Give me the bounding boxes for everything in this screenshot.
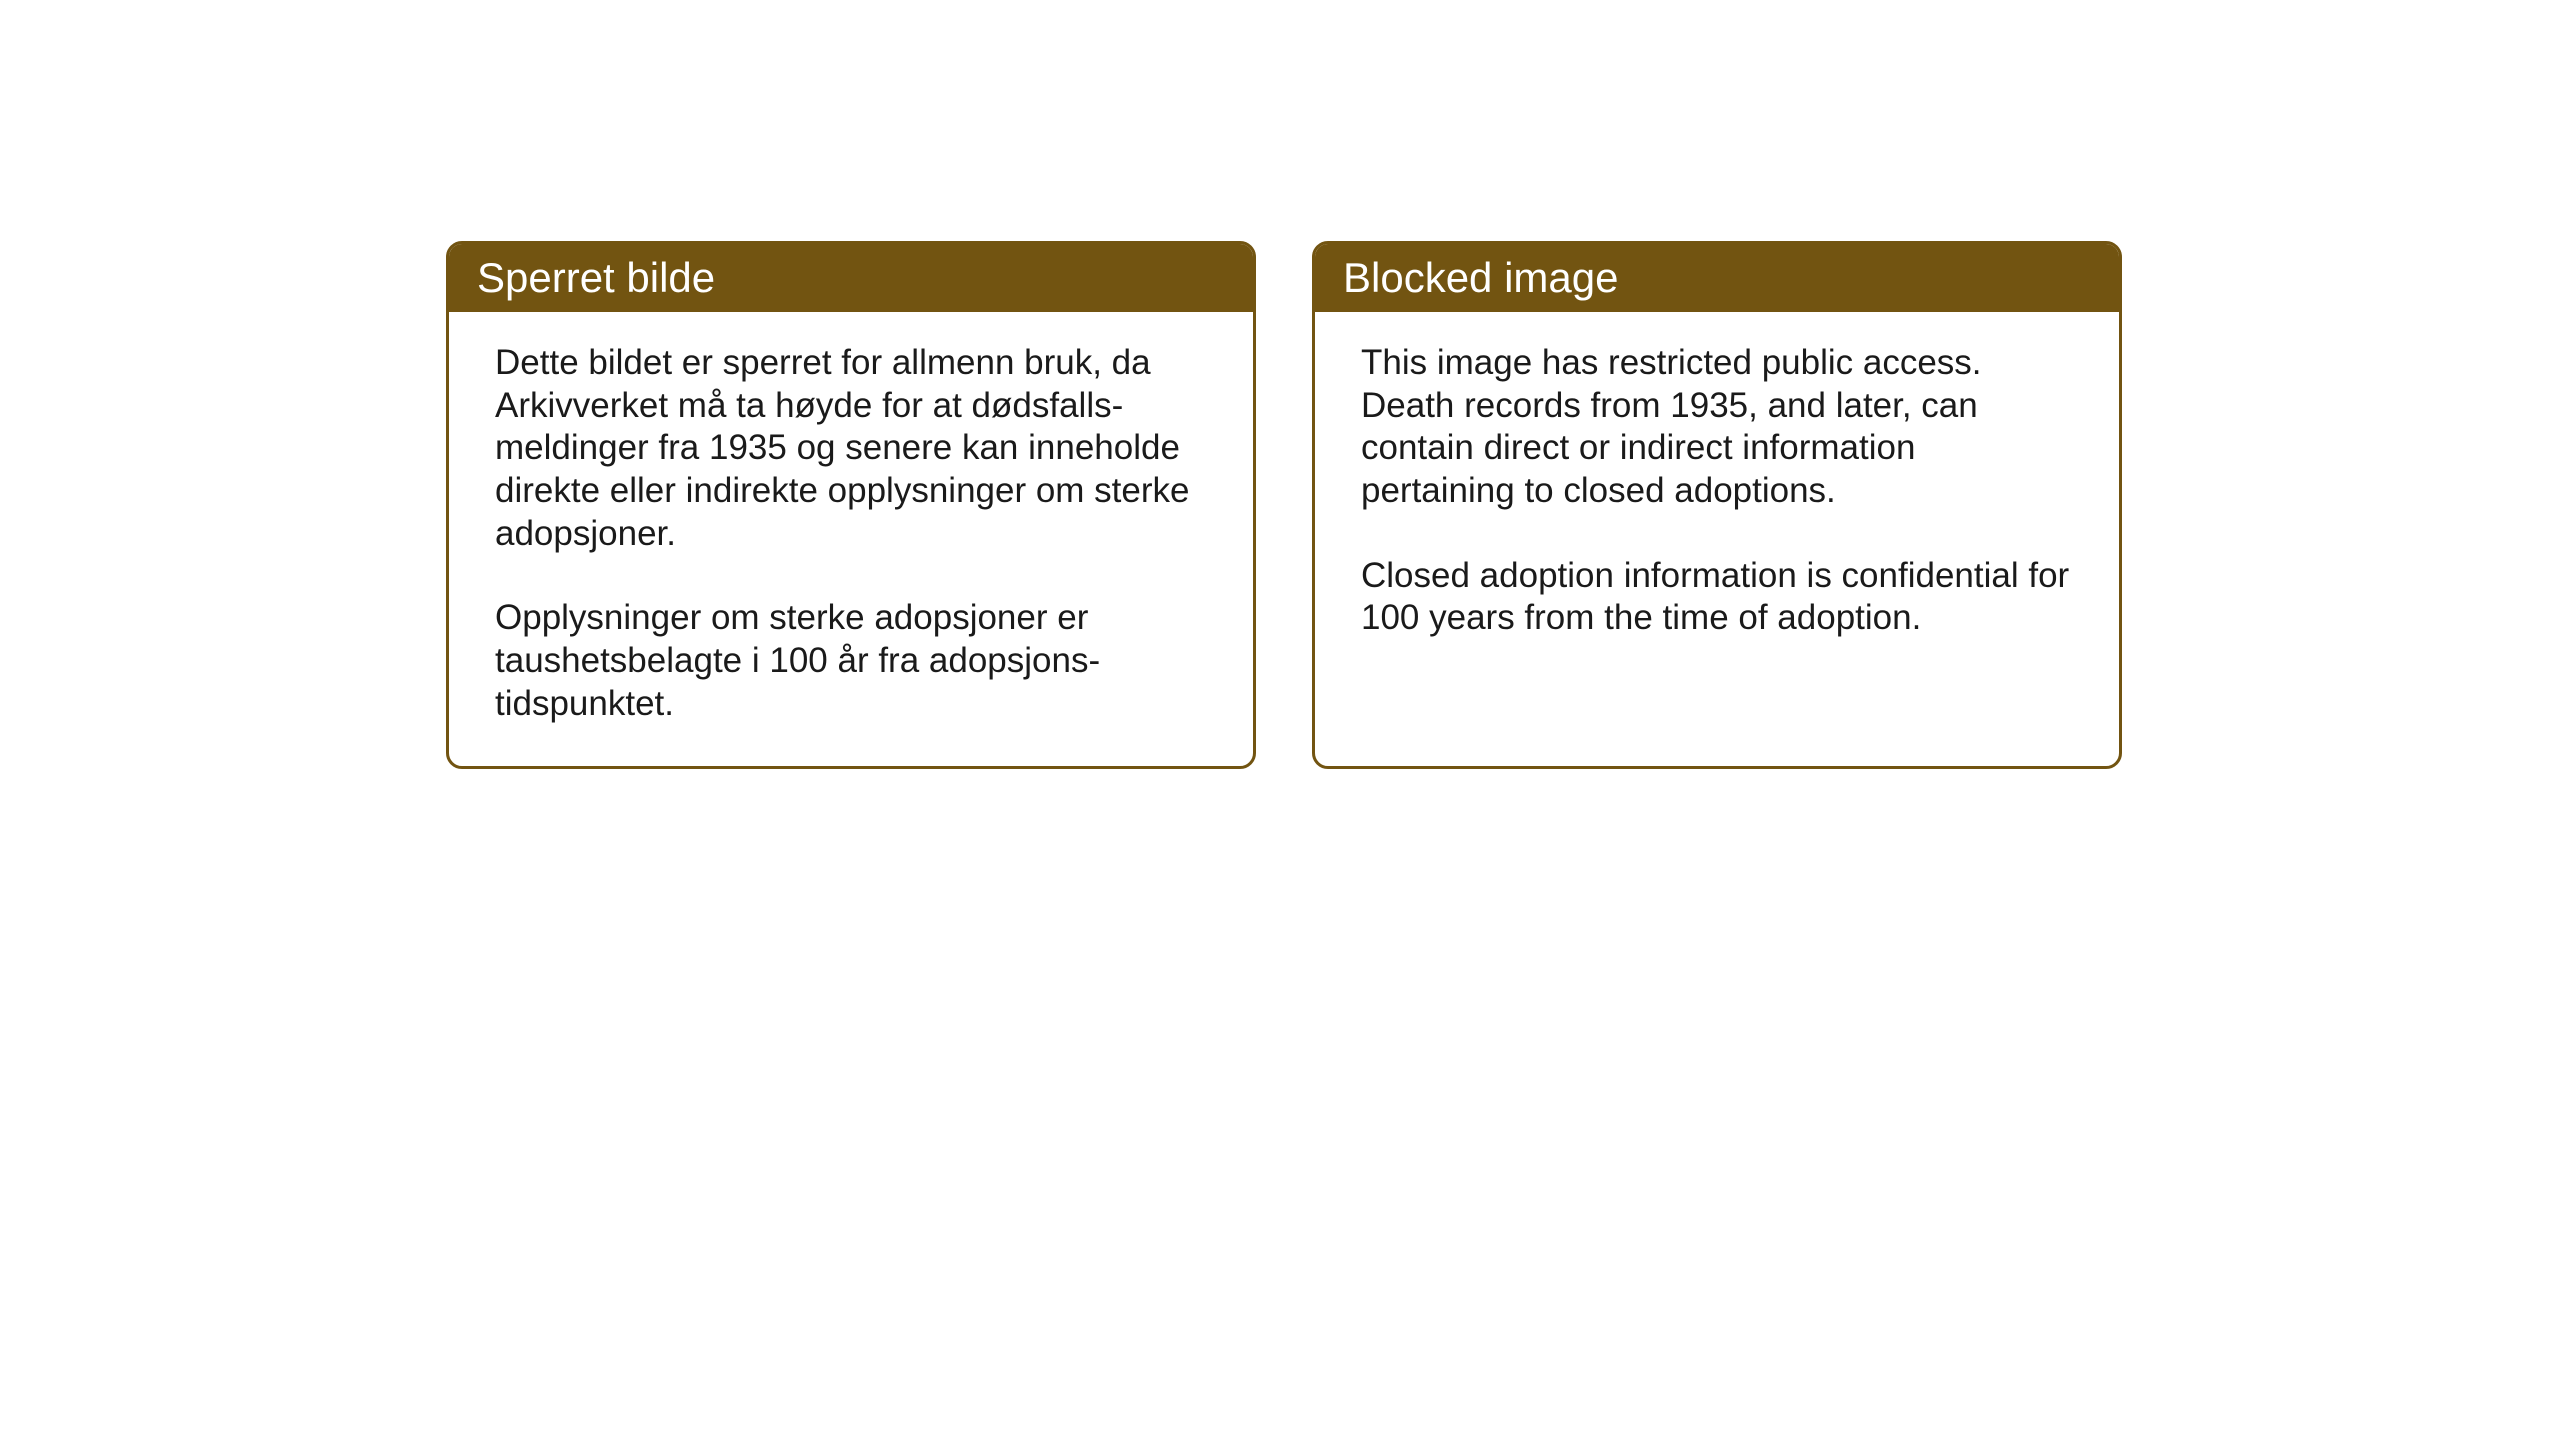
card-english-header: Blocked image bbox=[1315, 244, 2119, 312]
cards-container: Sperret bilde Dette bildet er sperret fo… bbox=[446, 241, 2122, 769]
card-norwegian: Sperret bilde Dette bildet er sperret fo… bbox=[446, 241, 1256, 769]
card-english: Blocked image This image has restricted … bbox=[1312, 241, 2122, 769]
card-english-body: This image has restricted public access.… bbox=[1315, 312, 2119, 680]
card-norwegian-paragraph-2: Opplysninger om sterke adopsjoner er tau… bbox=[495, 597, 1207, 725]
card-english-paragraph-1: This image has restricted public access.… bbox=[1361, 342, 2073, 513]
card-norwegian-header: Sperret bilde bbox=[449, 244, 1253, 312]
card-norwegian-paragraph-1: Dette bildet er sperret for allmenn bruk… bbox=[495, 342, 1207, 555]
card-norwegian-body: Dette bildet er sperret for allmenn bruk… bbox=[449, 312, 1253, 766]
card-english-title: Blocked image bbox=[1343, 254, 1618, 301]
card-norwegian-title: Sperret bilde bbox=[477, 254, 715, 301]
card-english-paragraph-2: Closed adoption information is confident… bbox=[1361, 555, 2073, 640]
